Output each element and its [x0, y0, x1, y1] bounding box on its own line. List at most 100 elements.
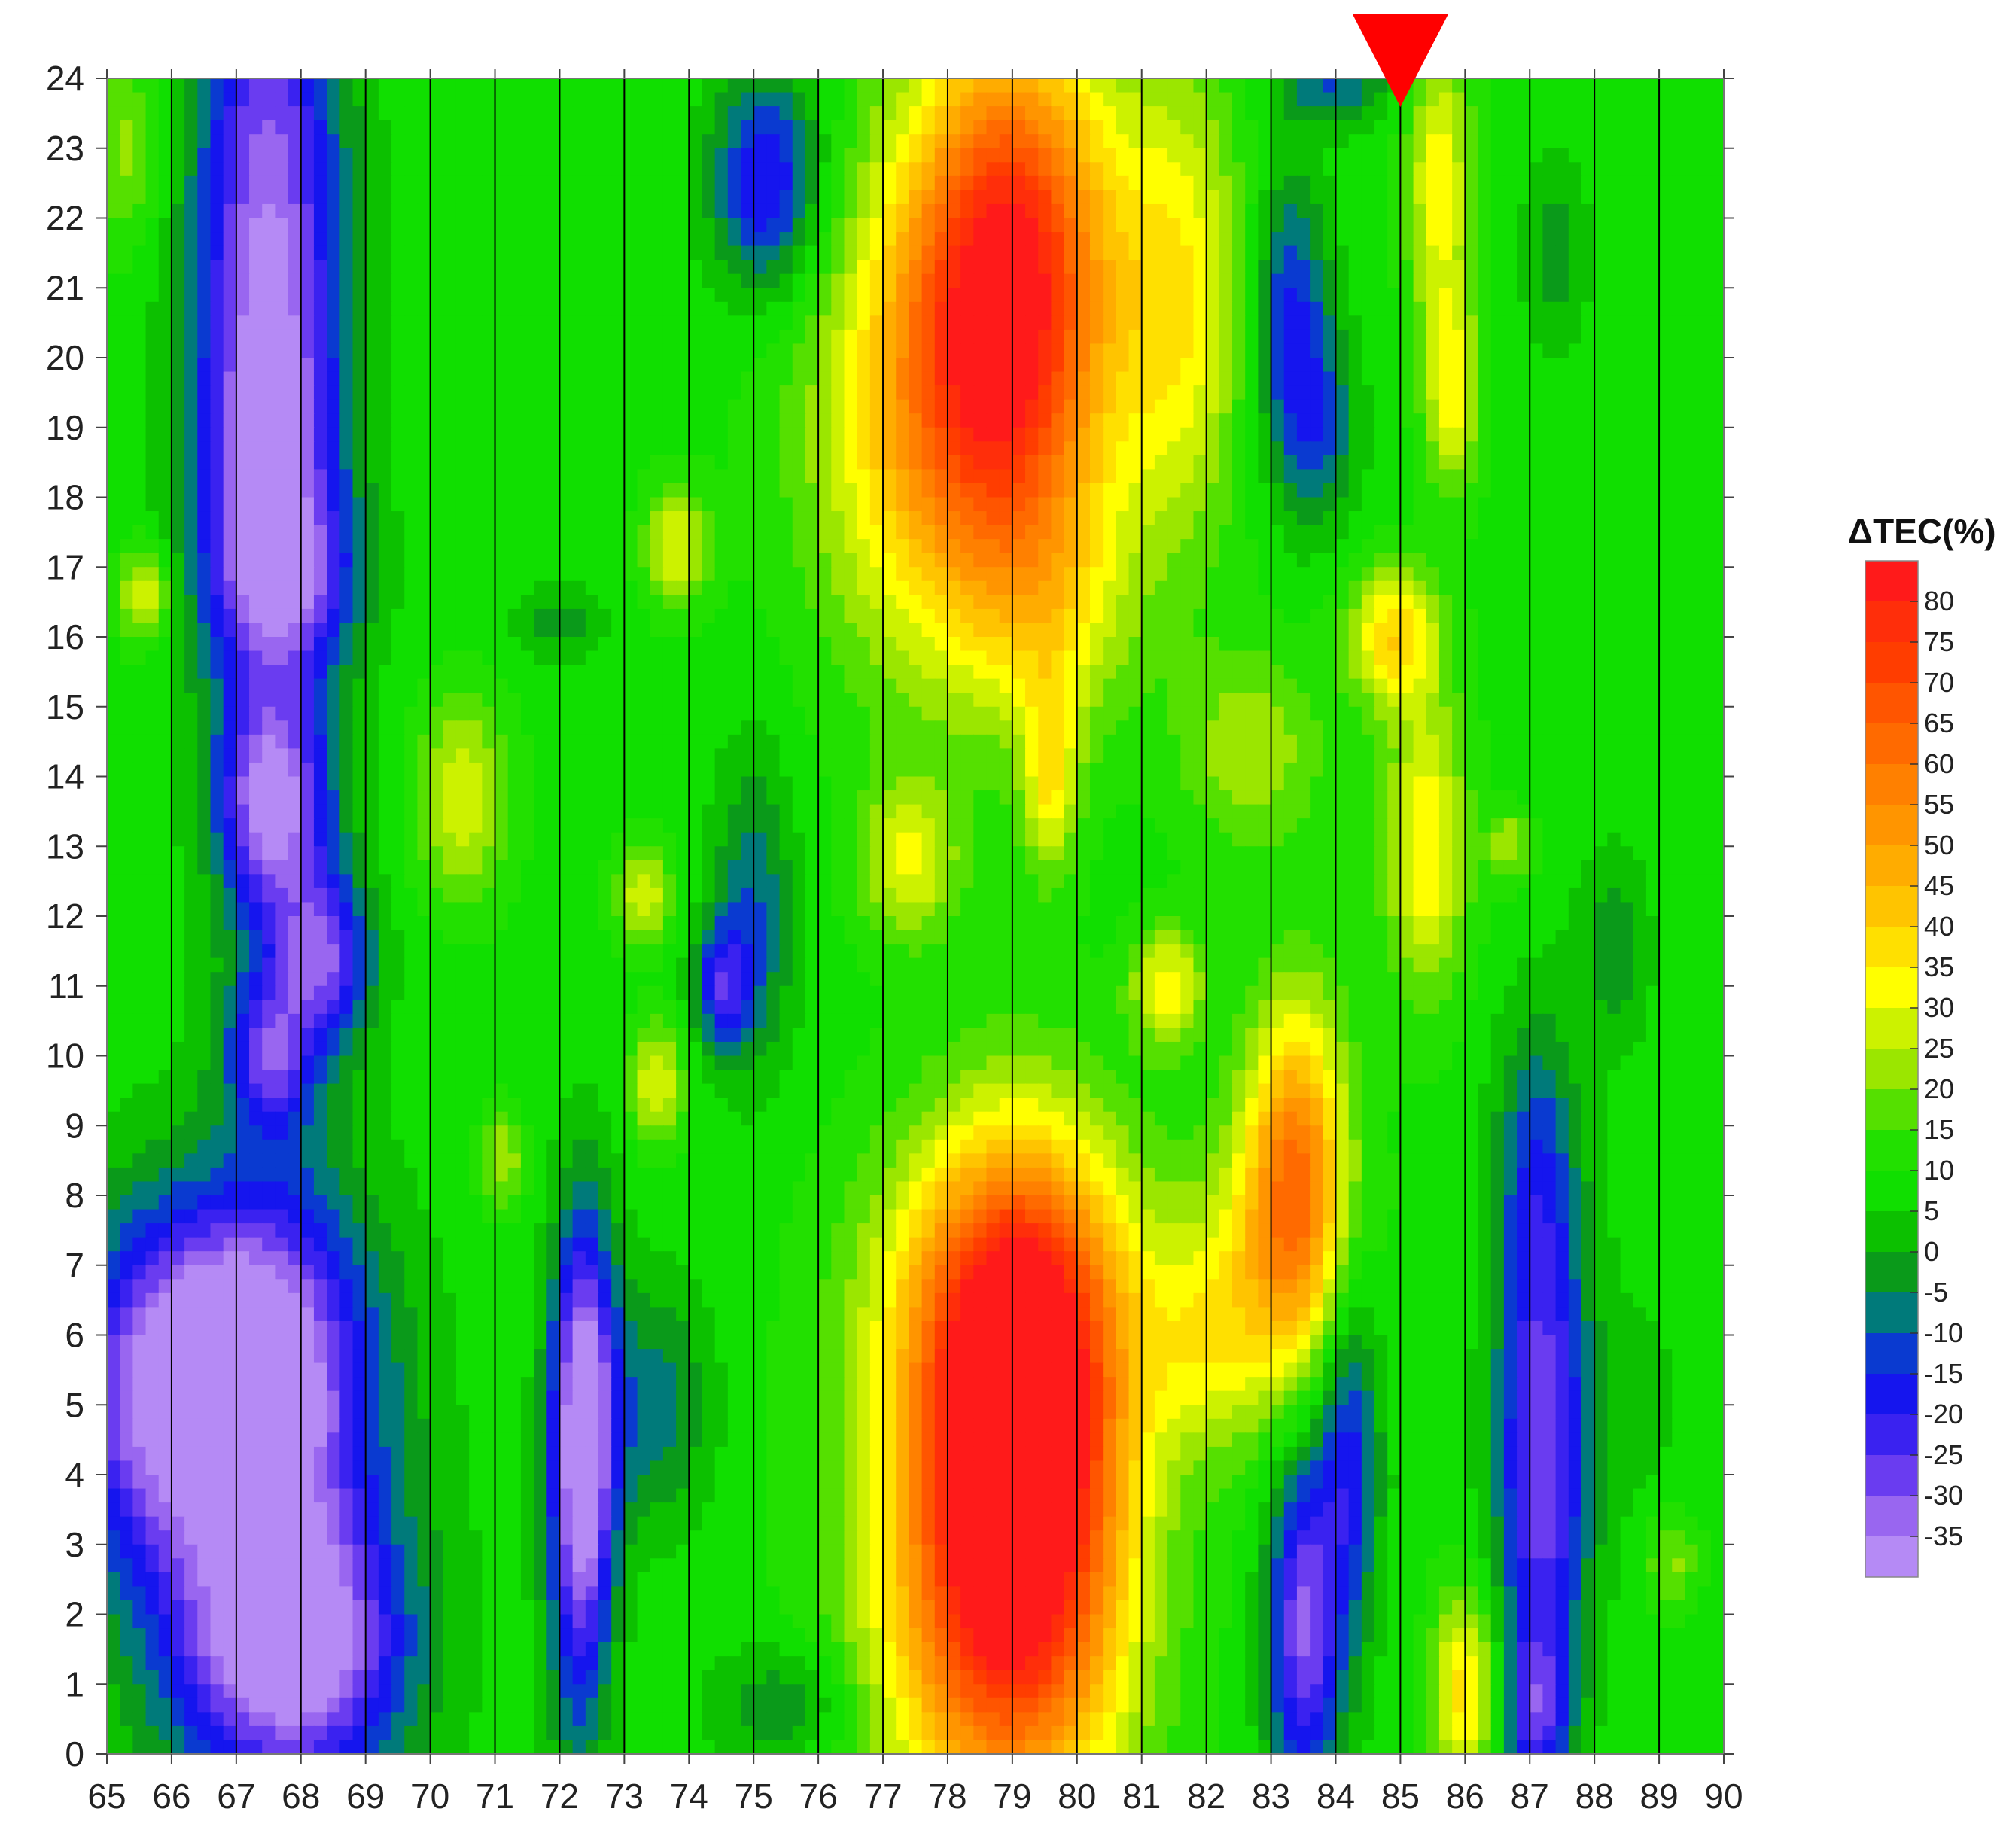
contour-cell: [1517, 539, 1531, 554]
contour-cell: [236, 162, 250, 177]
contour-cell: [869, 106, 884, 121]
contour-cell: [1710, 162, 1724, 177]
contour-cell: [1245, 413, 1259, 428]
contour-cell: [1348, 301, 1362, 317]
contour-cell: [1310, 260, 1324, 275]
contour-cell: [662, 218, 677, 233]
contour-cell: [443, 608, 457, 624]
contour-cell: [223, 134, 237, 149]
contour-cell: [1076, 288, 1091, 303]
contour-cell: [1064, 92, 1078, 107]
contour-cell: [482, 315, 496, 330]
contour-cell: [844, 148, 858, 163]
contour-cell: [1517, 567, 1531, 582]
contour-cell: [1530, 385, 1544, 400]
contour-cell: [469, 608, 483, 624]
contour-cell: [455, 329, 470, 345]
contour-cell: [1568, 553, 1582, 568]
contour-cell: [611, 329, 626, 345]
contour-cell: [1361, 148, 1375, 163]
contour-cell: [1206, 358, 1220, 373]
contour-cell: [339, 427, 354, 443]
contour-cell: [391, 203, 406, 219]
contour-cell: [1685, 245, 1699, 260]
contour-cell: [300, 343, 315, 358]
contour-cell: [637, 78, 651, 93]
contour-cell: [1413, 441, 1427, 456]
contour-cell: [469, 511, 483, 526]
contour-cell: [1323, 580, 1337, 596]
contour-cell: [417, 329, 431, 345]
contour-cell: [741, 120, 754, 135]
contour-cell: [534, 580, 548, 596]
contour-cell: [921, 260, 936, 275]
contour-cell: [741, 371, 754, 386]
contour-cell: [236, 441, 250, 456]
contour-cell: [1620, 413, 1634, 428]
contour-cell: [1296, 385, 1311, 400]
contour-cell: [1413, 399, 1427, 414]
contour-cell: [662, 427, 677, 443]
contour-cell: [1310, 413, 1324, 428]
contour-cell: [1594, 371, 1609, 386]
contour-cell: [1607, 580, 1621, 596]
contour-cell: [792, 175, 806, 191]
contour-cell: [1012, 106, 1026, 121]
contour-cell: [482, 148, 496, 163]
contour-cell: [844, 427, 858, 443]
contour-cell: [288, 399, 302, 414]
contour-cell: [391, 329, 406, 345]
contour-cell: [909, 134, 923, 149]
contour-cell: [482, 273, 496, 289]
contour-cell: [365, 301, 379, 317]
contour-cell: [883, 580, 897, 596]
contour-cell: [1141, 315, 1155, 330]
contour-cell: [1154, 469, 1168, 484]
contour-cell: [1568, 162, 1582, 177]
contour-cell: [249, 106, 263, 121]
contour-cell: [766, 343, 781, 358]
contour-cell: [934, 245, 948, 260]
contour-cell: [947, 539, 961, 554]
contour-cell: [1271, 595, 1285, 610]
contour-cell: [1283, 469, 1298, 484]
contour-cell: [947, 441, 961, 456]
contour-cell: [1452, 343, 1466, 358]
contour-cell: [184, 273, 199, 289]
contour-cell: [1490, 245, 1505, 260]
contour-cell: [1568, 580, 1582, 596]
contour-cell: [1387, 413, 1402, 428]
contour-cell: [1465, 190, 1479, 205]
contour-cell: [986, 175, 1000, 191]
contour-cell: [1710, 315, 1724, 330]
contour-cell: [1154, 288, 1168, 303]
contour-cell: [624, 427, 638, 443]
contour-cell: [365, 525, 379, 540]
contour-cell: [171, 580, 185, 596]
contour-cell: [313, 175, 327, 191]
contour-cell: [818, 218, 833, 233]
contour-cell: [921, 608, 936, 624]
contour-cell: [1452, 301, 1466, 317]
contour-cell: [1697, 175, 1712, 191]
contour-cell: [1607, 441, 1621, 456]
contour-cell: [520, 329, 534, 345]
contour-cell: [1542, 567, 1557, 582]
contour-cell: [1452, 148, 1466, 163]
contour-cell: [1038, 553, 1052, 568]
contour-cell: [1478, 553, 1492, 568]
contour-cell: [689, 175, 703, 191]
contour-cell: [495, 203, 509, 219]
contour-cell: [1128, 203, 1143, 219]
contour-cell: [404, 120, 419, 135]
contour-cell: [986, 413, 1000, 428]
contour-cell: [132, 301, 147, 317]
contour-cell: [1555, 134, 1569, 149]
contour-cell: [1633, 218, 1647, 233]
contour-cell: [1232, 288, 1246, 303]
contour-cell: [249, 92, 263, 107]
contour-cell: [831, 567, 845, 582]
contour-cell: [1465, 497, 1479, 512]
contour-cell: [546, 245, 561, 260]
contour-cell: [352, 413, 367, 428]
